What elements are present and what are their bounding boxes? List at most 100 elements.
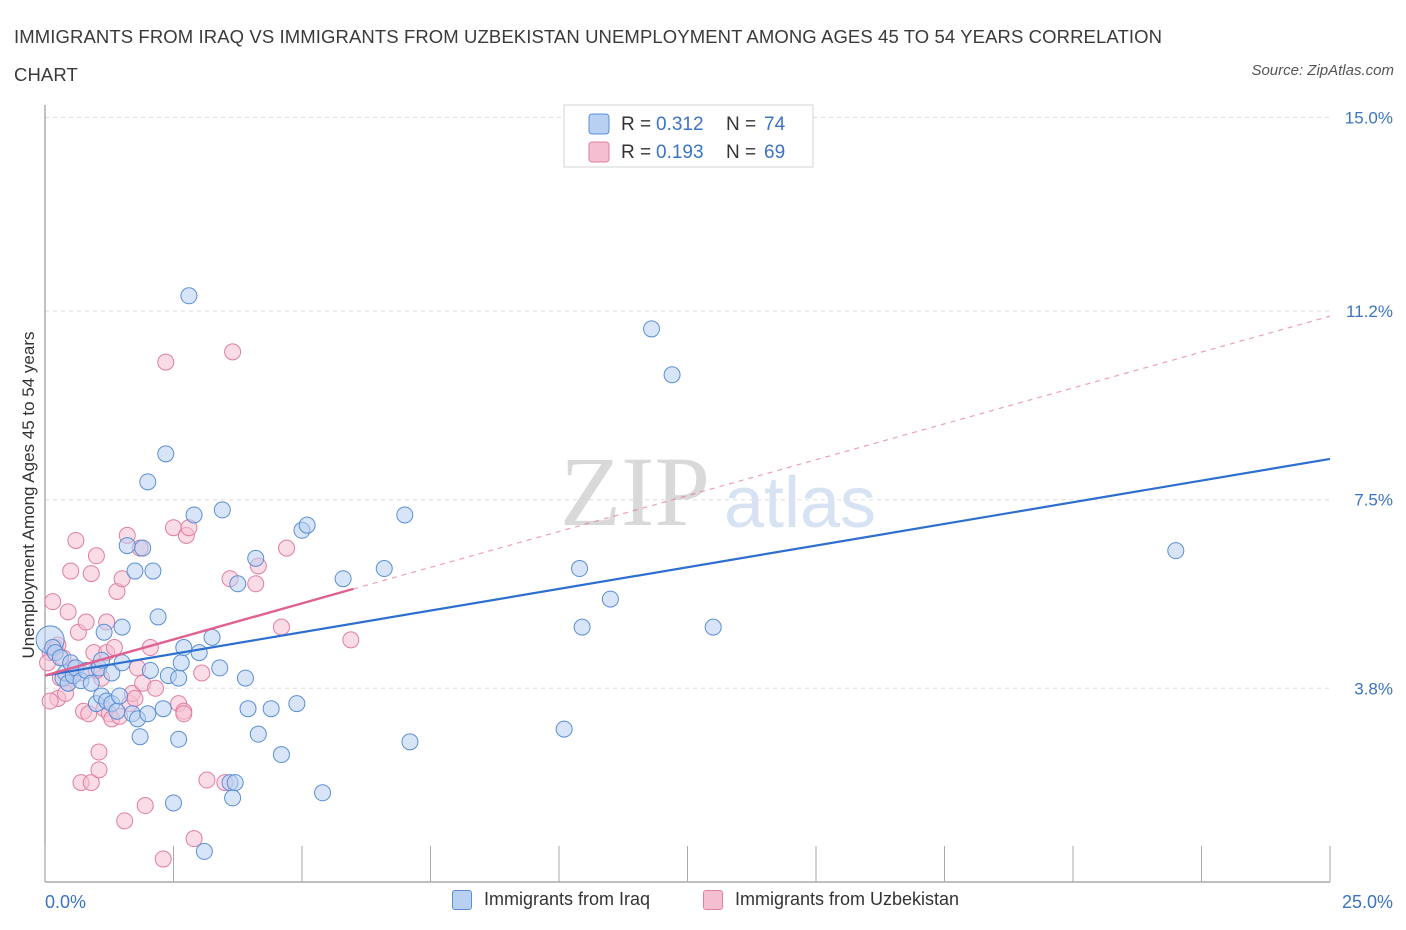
- uzbekistan-point: [77, 613, 95, 631]
- iraq-point: [180, 287, 198, 305]
- uzbekistan-point: [59, 603, 77, 621]
- legend-uzb-swatch: [588, 141, 610, 163]
- iraq-point: [113, 618, 131, 636]
- uzbekistan-point: [82, 565, 100, 583]
- x-tick-label-min: 0.0%: [45, 892, 86, 912]
- watermark-zip: ZIP: [560, 436, 710, 547]
- watermark: ZIP atlas: [560, 436, 876, 547]
- iraq-point: [375, 560, 393, 578]
- trend-lines: [44, 315, 1331, 677]
- uzbekistan-point: [113, 570, 131, 588]
- iraq-point: [288, 695, 306, 713]
- x-tick-label-max: 25.0%: [1342, 892, 1393, 912]
- legend-uzb-r-label: R =: [621, 142, 651, 163]
- iraq-point: [247, 549, 265, 567]
- iraq-point: [118, 537, 136, 555]
- iraq-point: [334, 570, 352, 588]
- uzbekistan-point: [126, 689, 144, 707]
- iraq-point: [134, 539, 152, 557]
- legend-iraq-n-label: N =: [726, 114, 756, 135]
- source-credit: Source: ZipAtlas.com: [1251, 62, 1394, 79]
- uzbekistan-point: [185, 830, 203, 848]
- uzbekistan-point: [90, 743, 108, 761]
- iraq-point: [571, 560, 589, 578]
- y-tick-label: 15.0%: [1345, 108, 1393, 127]
- iraq-point: [139, 705, 157, 723]
- legend-uzb-n-label: N =: [726, 142, 756, 163]
- iraq-point: [298, 516, 316, 534]
- iraq-point: [157, 445, 175, 463]
- iraq-point: [139, 473, 157, 491]
- uzbekistan-point: [175, 705, 193, 723]
- iraq-point: [643, 320, 661, 338]
- y-tick-label: 11.2%: [1346, 302, 1393, 321]
- iraq-point: [211, 659, 229, 677]
- uzbekistan-trend-line: [44, 587, 354, 677]
- uzbekistan-point: [193, 664, 211, 682]
- legend-iraq-r-value: 0.312: [656, 114, 704, 135]
- iraq-point: [170, 730, 188, 748]
- uzbekistan-point: [272, 618, 290, 636]
- iraq-point: [95, 623, 113, 641]
- iraq-point: [262, 700, 280, 718]
- uzbekistan-point: [147, 679, 165, 697]
- iraq-point: [82, 674, 100, 692]
- legend-iraq-label: Immigrants from Iraq: [484, 889, 651, 909]
- iraq-point: [203, 628, 221, 646]
- legend-iraq-r-label: R =: [621, 114, 651, 135]
- uzbekistan-point: [87, 547, 105, 565]
- uzbekistan-point: [157, 353, 175, 371]
- grid-lines: [45, 116, 1330, 689]
- uzbekistan-point: [278, 539, 296, 557]
- series-iraq-points: [35, 287, 1185, 860]
- iraq-point: [126, 562, 144, 580]
- iraq-trend-line: [44, 457, 1331, 677]
- uzbekistan-point: [90, 761, 108, 779]
- iraq-point: [272, 746, 290, 764]
- uzbekistan-point: [82, 774, 100, 792]
- legend-bottom: Immigrants from Iraq Immigrants from Uzb…: [0, 889, 1406, 917]
- legend-item-uzbekistan: Immigrants from Uzbekistan: [703, 889, 959, 910]
- chart-title: IMMIGRANTS FROM IRAQ VS IMMIGRANTS FROM …: [14, 26, 1163, 85]
- uzbekistan-point: [105, 639, 123, 657]
- uzbekistan-point: [342, 631, 360, 649]
- legend-iraq-swatch: [588, 113, 610, 135]
- uzbekistan-trend-extension: [353, 315, 1331, 590]
- iraq-point: [108, 702, 126, 720]
- legend-uzb-r-value: 0.193: [656, 142, 704, 163]
- series-uzbekistan-points: [39, 343, 360, 868]
- iraq-point: [172, 654, 190, 672]
- tick-labels: 3.8% 7.5% 11.2% 15.0% 0.0% 25.0%: [45, 108, 1393, 912]
- uzbekistan-point: [41, 692, 59, 710]
- iraq-point: [144, 562, 162, 580]
- uzbekistan-point: [154, 850, 172, 868]
- iraq-point: [396, 506, 414, 524]
- iraq-point: [190, 644, 208, 662]
- iraq-point: [185, 506, 203, 524]
- legend-iraq-n-value: 74: [764, 114, 786, 135]
- iraq-point: [131, 728, 149, 746]
- iraq-point: [249, 725, 267, 743]
- iraq-point: [239, 700, 257, 718]
- uzbekistan-point: [44, 593, 62, 611]
- iraq-point: [1167, 542, 1185, 560]
- iraq-point: [170, 669, 188, 687]
- legend-uzb-marker: [703, 889, 723, 910]
- iraq-point: [226, 774, 244, 792]
- iraq-point: [165, 794, 182, 812]
- uzbekistan-point: [67, 531, 85, 549]
- iraq-point: [224, 789, 242, 807]
- axes: [44, 105, 1331, 883]
- iraq-point: [314, 784, 332, 802]
- uzbekistan-point: [198, 771, 216, 789]
- iraq-point: [229, 575, 247, 593]
- iraq-point: [704, 618, 722, 636]
- iraq-point: [401, 733, 419, 751]
- iraq-point: [111, 687, 129, 705]
- legend-iraq-marker: [452, 889, 472, 910]
- y-tick-label: 7.5%: [1354, 491, 1393, 510]
- uzbekistan-point: [62, 562, 80, 580]
- iraq-point: [236, 669, 254, 687]
- iraq-point: [663, 366, 681, 384]
- iraq-point: [213, 501, 231, 519]
